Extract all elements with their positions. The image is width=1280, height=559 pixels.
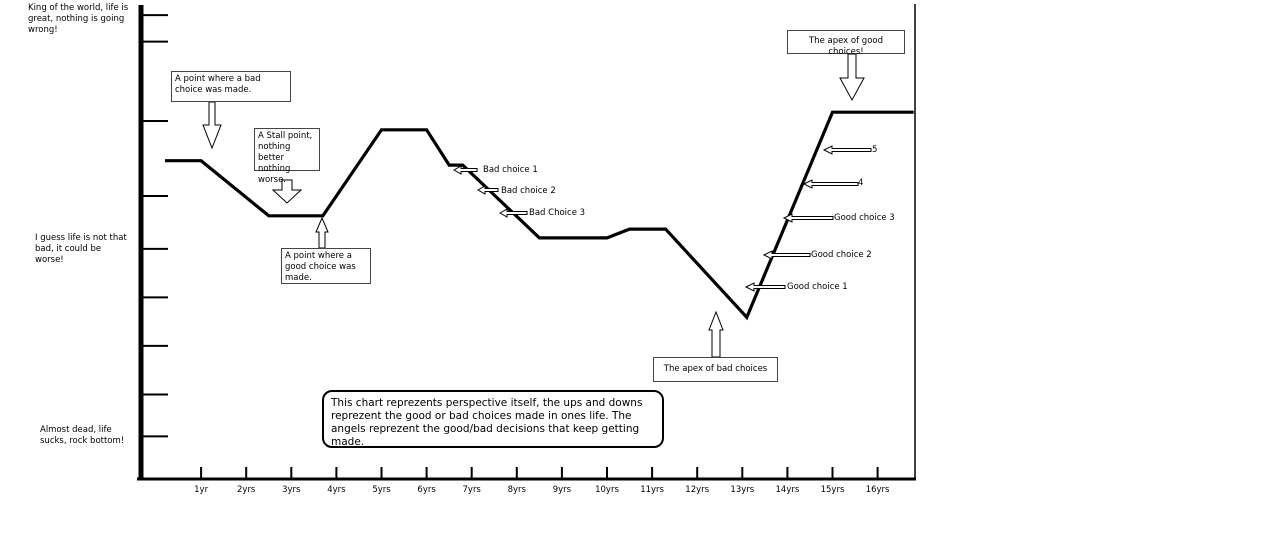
y-level-top: King of the world, life is great, nothin…: [28, 3, 129, 35]
x-tick-label: 11yrs: [640, 485, 664, 495]
x-tick-label: 14yrs: [776, 485, 800, 495]
label-good-choice-3: Good choice 3: [834, 213, 895, 223]
x-tick-label: 8yrs: [508, 485, 527, 495]
x-tick-labels: 1yr 2yrs 3yrs 4yrs 5yrs 6yrs 7yrs 8yrs 9yrs 10yrs…: [194, 485, 890, 495]
label-bad-choice-2: Bad choice 2: [501, 186, 556, 196]
arrow-choice-4: [802, 179, 859, 189]
x-tick-label: 2yrs: [237, 485, 256, 495]
arrow-good-choice-2: [762, 250, 811, 260]
y-ticks: [141, 14, 168, 438]
note-apex-good: The apex of good choices!: [787, 30, 905, 57]
x-tick-label: 16yrs: [866, 485, 890, 495]
y-level-bottom: Almost dead, life sucks, rock bottom!: [40, 425, 125, 446]
note-stall-point: A Stall point, nothing better nothing wo…: [254, 128, 320, 185]
note-good-choice-point: A point where a good choice was made.: [281, 248, 371, 284]
x-tick-label: 7yrs: [463, 485, 482, 495]
x-tick-label: 12yrs: [685, 485, 709, 495]
x-tick-label: 1yr: [194, 485, 208, 495]
arrow-stall-point: [271, 179, 303, 204]
x-tick-label: 3yrs: [282, 485, 301, 495]
arrow-bad-choice-3: [498, 208, 528, 218]
x-tick-label: 4yrs: [327, 485, 346, 495]
x-tick-label: 6yrs: [417, 485, 436, 495]
arrow-bad-point: [202, 101, 222, 150]
label-choice-5: 5: [872, 145, 877, 155]
arrow-bad-choice-2: [476, 185, 499, 195]
series-line: [165, 110, 914, 321]
label-good-choice-1: Good choice 1: [787, 282, 848, 292]
arrow-good-choice-1: [744, 282, 786, 292]
note-apex-bad: The apex of bad choices: [653, 357, 778, 382]
chart-caption: This chart reprezents perspective itself…: [322, 390, 664, 448]
arrow-good-choice-3: [782, 213, 834, 223]
axes: [137, 4, 916, 481]
note-bad-choice-point: A point where a bad choice was made.: [171, 71, 291, 102]
label-bad-choice-1: Bad choice 1: [483, 165, 538, 175]
arrow-choice-5: [822, 145, 872, 155]
arrow-bad-choice-1: [452, 165, 478, 175]
x-tick-label: 5yrs: [372, 485, 391, 495]
x-tick-label: 13yrs: [730, 485, 754, 495]
y-level-middle: I guess life is not that bad, it could b…: [35, 233, 127, 265]
x-tick-label: 10yrs: [595, 485, 619, 495]
label-bad-choice-3: Bad Choice 3: [529, 208, 585, 218]
x-tick-label: 9yrs: [553, 485, 572, 495]
label-choice-4: 4: [858, 178, 863, 188]
arrow-good-apex: [839, 53, 865, 102]
x-ticks: [200, 467, 879, 479]
arrow-bad-apex: [708, 310, 724, 358]
label-good-choice-2: Good choice 2: [811, 250, 872, 260]
x-tick-label: 15yrs: [821, 485, 845, 495]
arrow-good-point: [315, 216, 329, 249]
